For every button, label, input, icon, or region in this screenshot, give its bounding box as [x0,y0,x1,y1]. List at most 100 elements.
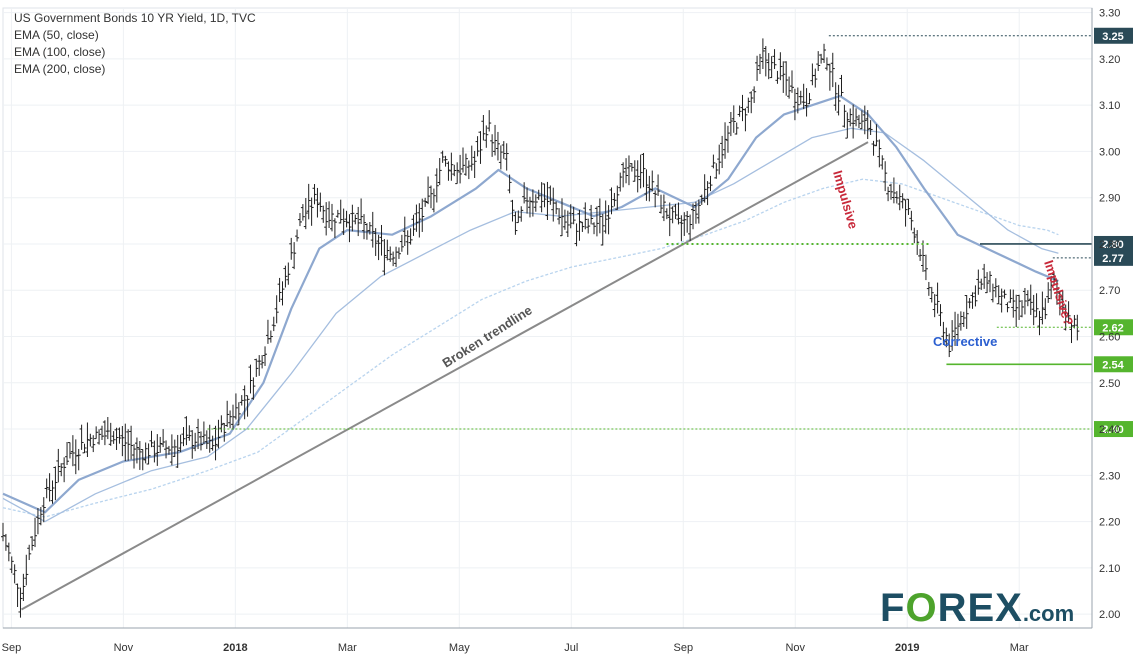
ema200-line [2,178,1059,518]
price-bar [370,211,375,248]
price-bar [894,191,899,204]
price-bar [693,201,698,224]
price-bar [909,210,914,231]
price-bar [720,135,725,169]
y-tick-label: 3.30 [1099,8,1120,20]
price-bar [169,434,174,466]
price-bar [851,104,856,139]
price-bar [973,285,978,307]
y-tick-label: 2.90 [1099,193,1120,205]
legend-ema50: EMA (50, close) [14,28,99,42]
price-bar [571,206,576,225]
price-bar [493,124,498,156]
price-bar [522,182,527,204]
price-bar [484,125,489,148]
price-bar [15,583,20,608]
price-bar [790,70,795,93]
price-bar [833,82,838,111]
price-bar [198,431,203,451]
price-bar [213,425,218,461]
logo-rex: REX [937,586,1023,630]
price-bar [207,424,212,453]
price-bar [193,432,198,452]
price-bar [146,443,151,465]
price-bar [740,94,745,122]
price-bar [1031,294,1036,326]
price-bar [583,202,588,230]
price-bar [306,183,311,220]
price-bar [24,554,29,586]
price-bar [653,190,658,208]
price-bar [260,355,265,369]
price-bar [53,466,58,501]
level-badge-2-80 [1094,235,1133,252]
price-bar [1054,279,1059,305]
x-tick-label: 2019 [895,642,919,654]
price-bar [816,51,821,72]
price-bar [1040,291,1045,325]
price-bar [891,177,896,204]
price-bar [982,263,987,289]
price-bar [108,422,113,446]
annotations: Broken trendline Impulsive Impulsive? Co… [440,169,1077,371]
price-bar [1,522,5,542]
price-bar [839,74,844,97]
price-bar [810,63,815,86]
price-bars [1,38,1080,618]
price-bar [877,139,882,168]
price-bar [554,201,559,215]
price-bar [82,443,87,454]
price-bar [778,52,783,81]
price-bar [530,189,535,217]
price-bar [670,206,675,224]
price-bar [405,230,410,255]
axes: 2.00 2.10 2.20 2.30 2.40 2.50 2.60 2.70 2.80 2.90… [2,8,1121,654]
price-bar [658,194,663,214]
price-bar [359,198,364,225]
price-bar [132,444,137,469]
price-bar [955,313,960,340]
price-bar [769,56,774,79]
price-bar [577,209,582,241]
price-bar [708,175,713,192]
price-bar [696,199,701,224]
price-bar [6,542,11,562]
price-bar [452,164,457,177]
price-bar [396,247,401,259]
price-bar [746,97,751,113]
price-bar [251,377,256,400]
price-bar [845,112,850,139]
price-bar [449,152,454,181]
price-bar [56,448,61,483]
price-bar [105,417,110,440]
price-bar [274,295,279,324]
price-bar [513,211,518,235]
trendline-layer [20,141,869,611]
price-bar [495,131,500,161]
price-bar [903,199,908,227]
price-bar [787,76,792,99]
price-bar [976,269,981,295]
price-bar [813,68,818,88]
price-bar [589,204,594,225]
price-bar [67,442,72,459]
price-bar [676,202,681,225]
level-badge-3-25 [1094,27,1133,44]
price-bar [327,201,332,229]
price-bar [385,239,390,261]
price-bar [152,440,157,463]
price-bar [140,449,145,471]
level-badge-label: 2.80 [1102,239,1123,251]
legend-ema200: EMA (200, close) [14,62,106,76]
price-bar [402,216,407,247]
price-bar [44,478,49,499]
price-bar [417,203,422,238]
price-bar [967,298,972,309]
price-bar [1022,287,1027,315]
price-bar [527,196,532,218]
price-bar [487,110,492,132]
price-bar [347,214,352,243]
price-bar [166,445,171,455]
y-tick-label: 2.10 [1099,563,1120,575]
price-bar [222,422,227,442]
